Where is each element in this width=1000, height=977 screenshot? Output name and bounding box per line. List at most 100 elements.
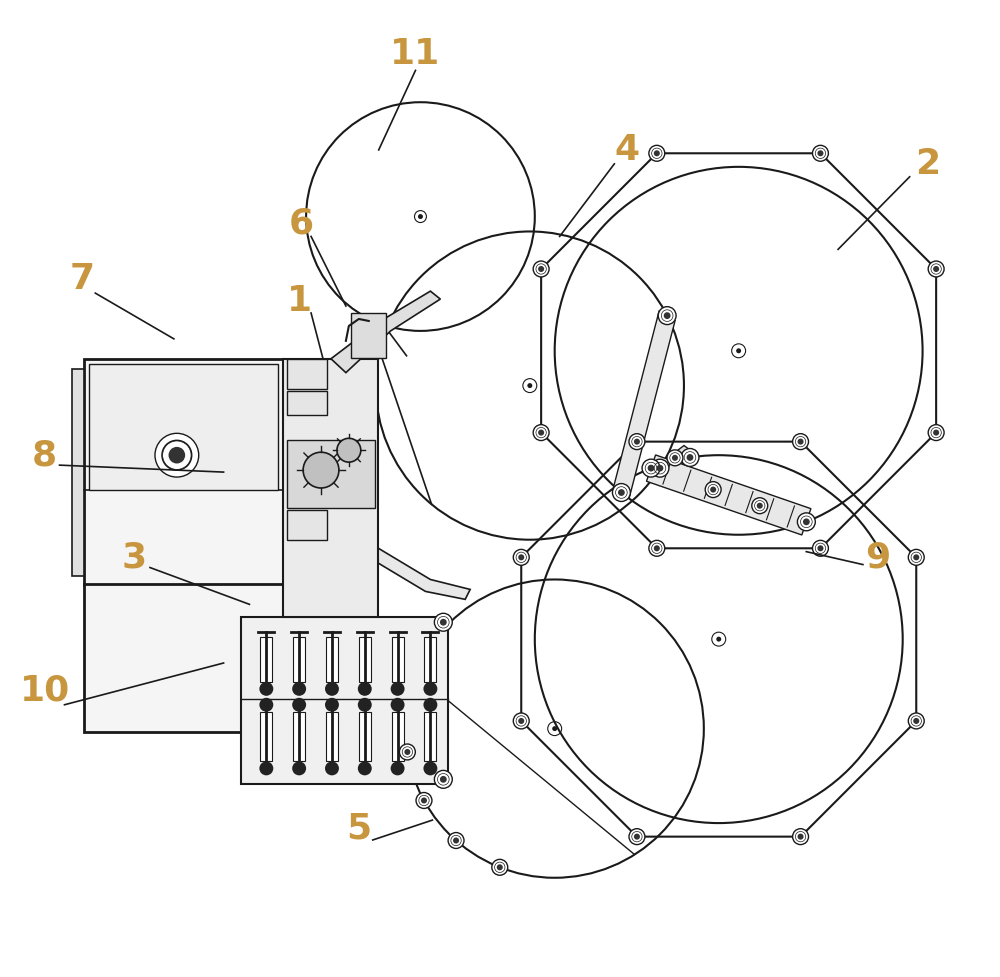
Bar	[260, 711, 272, 761]
Polygon shape	[646, 455, 811, 535]
Bar	[283, 359, 378, 617]
Circle shape	[928, 425, 944, 441]
Circle shape	[657, 465, 663, 472]
Bar	[293, 637, 305, 682]
Circle shape	[928, 261, 944, 276]
Circle shape	[649, 146, 665, 161]
Polygon shape	[654, 446, 696, 476]
Circle shape	[797, 513, 815, 531]
Circle shape	[736, 349, 741, 354]
Circle shape	[259, 682, 273, 696]
Text: 4: 4	[615, 133, 640, 167]
Circle shape	[453, 837, 459, 843]
Polygon shape	[613, 311, 675, 497]
Bar	[424, 637, 436, 682]
Circle shape	[618, 489, 625, 496]
Bar	[326, 711, 338, 761]
Polygon shape	[326, 520, 470, 599]
Circle shape	[492, 860, 508, 875]
Circle shape	[292, 698, 306, 711]
Circle shape	[155, 434, 199, 477]
Circle shape	[649, 540, 665, 556]
Circle shape	[391, 682, 405, 696]
Circle shape	[292, 761, 306, 776]
Circle shape	[434, 771, 452, 788]
Bar	[84, 584, 283, 732]
Circle shape	[664, 313, 671, 319]
Circle shape	[337, 439, 361, 462]
Circle shape	[642, 459, 660, 477]
Circle shape	[612, 484, 630, 501]
Text: 1: 1	[287, 284, 312, 319]
Text: 6: 6	[289, 206, 314, 240]
Text: 10: 10	[19, 674, 70, 708]
Text: 8: 8	[32, 439, 57, 472]
Circle shape	[292, 682, 306, 696]
Circle shape	[358, 698, 372, 711]
Circle shape	[358, 761, 372, 776]
Circle shape	[440, 618, 447, 625]
Circle shape	[391, 698, 405, 711]
Text: 7: 7	[70, 262, 95, 296]
Circle shape	[423, 698, 437, 711]
Text: 3: 3	[122, 540, 147, 574]
Circle shape	[812, 146, 828, 161]
Circle shape	[648, 465, 654, 472]
Bar	[326, 637, 338, 682]
Circle shape	[913, 554, 919, 561]
Circle shape	[651, 459, 669, 477]
Circle shape	[752, 497, 768, 514]
Bar	[287, 391, 327, 415]
Circle shape	[418, 214, 423, 219]
Circle shape	[259, 698, 273, 711]
Text: 9: 9	[865, 540, 890, 574]
Circle shape	[303, 452, 339, 488]
Circle shape	[533, 425, 549, 441]
Circle shape	[793, 828, 809, 844]
Circle shape	[793, 434, 809, 449]
Text: 2: 2	[915, 147, 940, 181]
Circle shape	[538, 430, 544, 436]
Circle shape	[391, 761, 405, 776]
Bar	[287, 359, 327, 389]
Circle shape	[798, 439, 804, 445]
Circle shape	[933, 430, 939, 436]
Bar	[359, 637, 371, 682]
Circle shape	[533, 261, 549, 276]
Bar	[89, 363, 278, 490]
Circle shape	[629, 434, 645, 449]
Circle shape	[325, 682, 339, 696]
Circle shape	[399, 744, 415, 760]
Circle shape	[513, 713, 529, 729]
Circle shape	[634, 833, 640, 839]
Circle shape	[681, 448, 699, 466]
Bar	[392, 637, 404, 682]
Circle shape	[513, 549, 529, 566]
Circle shape	[259, 761, 273, 776]
Circle shape	[908, 713, 924, 729]
Circle shape	[434, 614, 452, 631]
Circle shape	[705, 482, 721, 497]
Circle shape	[913, 718, 919, 724]
Bar	[241, 617, 448, 785]
Bar	[424, 711, 436, 761]
Circle shape	[672, 455, 678, 461]
Circle shape	[658, 307, 676, 324]
Circle shape	[416, 792, 432, 808]
Circle shape	[538, 266, 544, 272]
Circle shape	[817, 545, 823, 551]
Circle shape	[518, 718, 524, 724]
Text: 11: 11	[390, 37, 441, 71]
Circle shape	[448, 832, 464, 848]
Text: 5: 5	[346, 811, 371, 845]
Bar	[287, 441, 375, 508]
Circle shape	[497, 865, 503, 871]
Circle shape	[710, 487, 716, 492]
Circle shape	[358, 682, 372, 696]
Circle shape	[757, 503, 763, 509]
Circle shape	[421, 797, 427, 803]
Circle shape	[803, 519, 810, 526]
Bar	[287, 510, 327, 539]
Bar	[392, 711, 404, 761]
Circle shape	[518, 554, 524, 561]
